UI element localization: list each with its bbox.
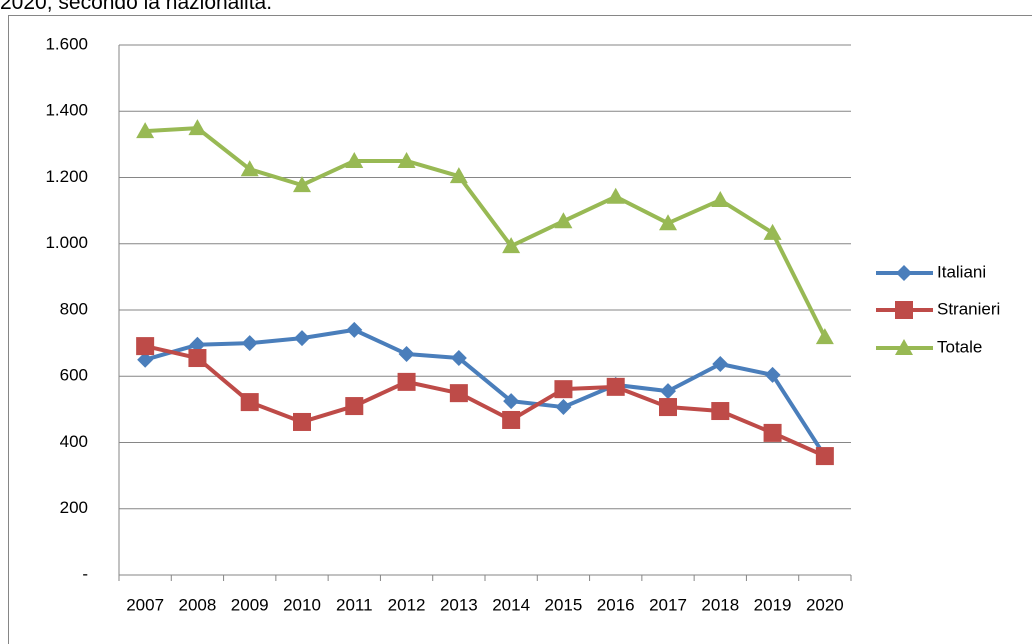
marker — [346, 321, 363, 338]
marker — [345, 397, 364, 416]
y-tick-label: - — [82, 564, 88, 583]
marker — [398, 346, 415, 363]
x-tick-label: 2016 — [597, 595, 635, 614]
x-tick-label: 2007 — [126, 595, 164, 614]
marker — [606, 187, 625, 204]
marker — [815, 328, 834, 345]
x-tick-label: 2019 — [754, 595, 792, 614]
marker — [712, 355, 729, 372]
x-tick-label: 2009 — [231, 595, 269, 614]
legend-label: Totale — [937, 337, 982, 356]
y-tick-label: 1.600 — [45, 34, 88, 53]
marker — [397, 151, 416, 168]
marker — [763, 423, 782, 442]
marker — [241, 335, 258, 352]
marker — [502, 410, 521, 429]
marker — [895, 339, 913, 355]
x-tick-label: 2020 — [806, 595, 844, 614]
series-line — [144, 327, 827, 458]
series-line — [145, 126, 827, 339]
marker — [503, 393, 520, 410]
marker — [711, 402, 730, 421]
x-tick-label: 2013 — [440, 595, 478, 614]
y-tick-label: 200 — [60, 498, 88, 517]
marker — [606, 377, 625, 396]
marker — [555, 399, 572, 416]
legend-label: Italiani — [937, 262, 986, 281]
chart-title: 2020, secondo la nazionalità. — [0, 0, 272, 14]
x-tick-label: 2008 — [179, 595, 217, 614]
x-tick-label: 2011 — [336, 595, 373, 614]
marker — [449, 167, 468, 184]
marker — [659, 214, 677, 231]
marker — [189, 336, 206, 353]
marker — [763, 223, 782, 240]
marker — [137, 351, 154, 368]
y-tick-label: 800 — [60, 299, 88, 318]
x-tick-label: 2012 — [388, 595, 426, 614]
chart-border — [8, 15, 1032, 644]
legend-label: Stranieri — [937, 299, 1000, 318]
marker — [711, 191, 730, 208]
marker — [240, 160, 259, 177]
marker — [188, 349, 207, 368]
marker — [345, 151, 364, 168]
x-tick-label: 2017 — [649, 595, 687, 614]
y-tick-label: 1.400 — [45, 101, 88, 120]
marker — [294, 330, 310, 347]
marker — [815, 447, 834, 466]
marker — [502, 237, 521, 254]
marker — [660, 383, 676, 400]
x-tick-label: 2010 — [283, 595, 321, 614]
marker — [240, 393, 259, 412]
marker — [896, 265, 912, 281]
marker — [659, 398, 677, 417]
marker — [449, 384, 468, 403]
y-tick-label: 600 — [60, 366, 88, 385]
marker — [450, 350, 467, 367]
x-tick-label: 2014 — [492, 595, 530, 614]
marker — [293, 176, 311, 193]
marker — [554, 212, 573, 229]
marker — [764, 366, 781, 383]
y-tick-label: 1.200 — [45, 167, 88, 186]
y-tick-label: 400 — [60, 432, 88, 451]
marker — [554, 380, 573, 399]
marker — [293, 412, 311, 431]
y-tick-label: 1.000 — [45, 233, 88, 252]
marker — [136, 122, 155, 139]
marker — [397, 372, 416, 391]
x-tick-label: 2015 — [545, 595, 583, 614]
x-tick-label: 2018 — [701, 595, 739, 614]
marker — [895, 301, 913, 319]
marker — [188, 119, 207, 136]
marker — [136, 337, 155, 356]
